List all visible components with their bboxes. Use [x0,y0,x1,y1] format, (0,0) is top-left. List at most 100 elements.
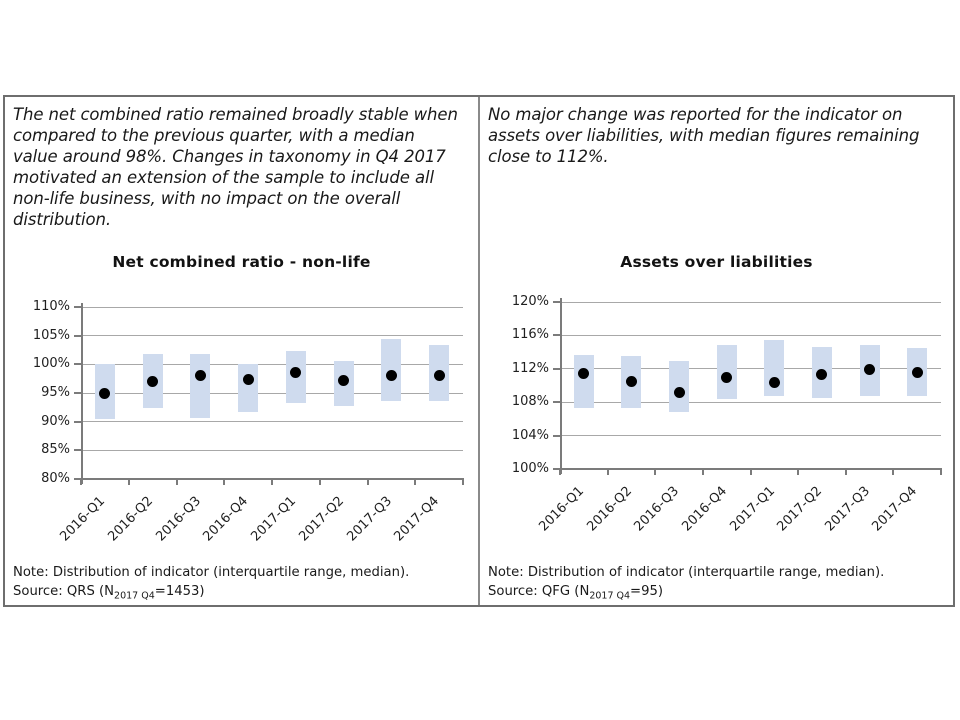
y-tick-mark [553,468,560,470]
iqr-bar [190,354,211,419]
gridline [81,363,463,365]
y-tick-mark [553,301,560,303]
x-tick-mark [749,470,752,475]
panel-net-combined-ratio: The net combined ratio remained broadly … [5,97,478,605]
gridline [81,421,463,423]
median-dot [99,387,111,399]
x-tick-mark [701,470,704,475]
chart-title: Assets over liabilities [620,253,813,271]
median-dot [673,386,685,398]
commentary-text: No major change was reported for the ind… [488,105,920,166]
x-tick-mark [80,480,82,485]
x-tick-mark [654,470,657,475]
iqr-bar [381,339,402,401]
y-tick-label: 112% [511,360,549,376]
x-tick-label-wrap: 2017-Q4 [811,475,921,535]
y-tick-mark [74,306,81,308]
gridline [560,435,941,437]
source-prefix: Source: QRS (N [13,584,115,599]
iqr-bar [238,363,259,412]
iqr-bar [573,354,594,409]
median-dot [433,370,445,382]
median-dot [911,366,923,378]
y-axis-line [560,298,562,474]
median-dot [338,374,350,386]
y-tick-mark [553,401,560,404]
gridline [560,301,941,303]
gridline [560,334,941,336]
gridline [81,449,463,451]
x-tick-label-wrap: 2017-Q4 [333,485,443,545]
median-dot [242,374,254,386]
y-tick-mark [553,434,560,437]
y-tick-mark [74,478,81,480]
chart-assets-over-liabilities: 120% 116% 112% 108% 104% 100% 2016-Q1 2016-Q2 20… [480,97,953,605]
x-tick-mark [844,470,847,475]
y-tick-mark [74,420,81,423]
commentary-text: The net combined ratio remained broadly … [13,105,458,229]
source-subscript: 2017 Q4 [589,590,631,602]
gridline [560,368,941,370]
median-dot [194,370,206,382]
source-suffix: =1453) [154,584,205,599]
median-dot [385,370,397,382]
note-text: Note: Distribution of indicator (interqu… [488,565,885,580]
x-axis-line [81,478,464,480]
y-tick-label: 100% [32,356,70,372]
y-tick-mark [74,449,81,452]
y-tick-label: 105% [32,327,70,343]
y-tick-label: 120% [511,294,549,309]
iqr-bar [716,345,737,399]
x-tick-mark [127,480,130,485]
y-tick-label: 100% [511,461,549,476]
source-text: Source: QFG (N2017 Q4=95) [488,584,664,602]
source-suffix: =95) [630,584,664,599]
panel-assets-over-liabilities: No major change was reported for the ind… [478,97,953,605]
x-tick-mark [892,470,895,475]
x-tick-mark [223,480,226,485]
source-text: Source: QRS (N2017 Q4=1453) [13,584,205,602]
y-tick-mark [74,363,81,366]
gridline [560,401,941,403]
x-tick-mark [606,470,609,475]
x-tick-label: 2017-Q4 [869,483,921,535]
x-tick-mark [940,470,942,475]
x-tick-mark [318,480,321,485]
x-tick-label: 2017-Q4 [391,493,443,545]
y-tick-mark [74,392,81,394]
y-tick-label: 108% [511,394,549,410]
x-tick-mark [271,480,273,485]
y-tick-mark [74,334,81,337]
x-axis-line [560,468,942,470]
y-tick-label: 110% [32,299,70,314]
chart-net-combined-ratio: 110% 105% 100% 95% 90% 85% 80% 2016-Q1 2016-Q2 20… [5,97,478,605]
median-dot [816,369,828,381]
gridline [81,306,463,308]
x-tick-mark [366,480,369,485]
y-tick-label: 90% [41,413,70,429]
median-dot [578,368,590,380]
y-tick-label: 95% [41,385,70,400]
note-text: Note: Distribution of indicator (interqu… [13,565,410,580]
y-tick-label: 85% [41,442,70,458]
y-tick-mark [553,334,560,337]
x-tick-mark [462,480,464,485]
x-tick-mark [797,470,800,475]
x-tick-mark [559,470,561,475]
y-tick-label: 80% [41,471,70,486]
chart-title: Net combined ratio - non-life [112,253,371,271]
gridline [81,392,463,394]
median-dot [625,375,637,387]
median-dot [864,364,876,376]
x-tick-mark [414,480,417,485]
x-tick-mark [175,480,178,485]
source-prefix: Source: QFG (N [488,584,590,599]
median-dot [768,377,780,389]
gridline [81,335,463,337]
report-figure-board: The net combined ratio remained broadly … [3,95,955,607]
y-tick-mark [553,367,560,370]
y-tick-label: 104% [511,427,549,443]
y-axis-line [81,303,83,484]
source-subscript: 2017 Q4 [114,590,155,602]
median-dot [147,376,159,388]
